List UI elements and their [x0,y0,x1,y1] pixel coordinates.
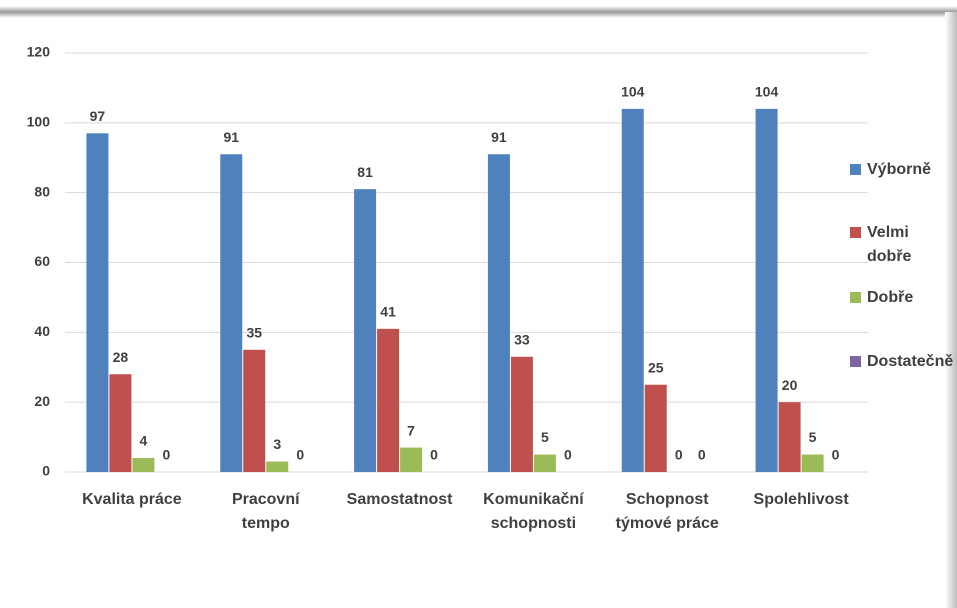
legend-swatch [850,227,861,238]
data-label: 41 [380,304,396,320]
data-label: 7 [407,422,415,438]
legend-swatch [850,356,861,367]
data-label: 0 [296,447,304,463]
frame-shadow [0,6,957,18]
y-tick-label: 120 [27,44,51,60]
bar [644,384,667,472]
data-label: 5 [541,429,549,445]
y-tick-label: 80 [34,183,50,199]
data-label: 3 [273,436,281,452]
legend-label: Výborně [867,161,932,178]
data-label: 91 [491,129,507,145]
bar [487,154,510,472]
data-label: 0 [564,447,572,463]
legend-swatch [850,164,861,175]
y-tick-label: 40 [34,323,50,339]
legend-item: Výborně [850,158,949,182]
bar [132,458,155,472]
data-label: 91 [223,129,239,145]
data-label: 104 [755,84,779,100]
y-tick-label: 20 [34,393,50,409]
bar [220,154,243,472]
data-label: 81 [357,164,373,180]
bar [354,189,377,473]
data-label: 0 [430,447,438,463]
legend-swatch [850,292,861,303]
legend-label: Dostatečně [867,353,954,370]
bar [243,349,266,472]
bar [109,374,132,472]
x-tick-label: Samostatnost [346,491,453,508]
data-label: 0 [675,447,683,463]
data-label: 33 [514,331,530,347]
bar [266,461,289,472]
data-label: 28 [113,349,129,365]
x-tick-label: Pracovní tempo [231,491,300,532]
x-tick-label: Kvalita práce [82,491,182,508]
legend-item: Velmi dobře [850,221,949,269]
legend-item: Dobře [850,286,949,310]
data-label: 35 [246,324,262,340]
bar [377,328,400,472]
data-label: 97 [90,108,106,124]
x-tick-label: Schopnost týmové práce [615,491,719,532]
bar [621,108,644,472]
y-tick-label: 100 [27,114,51,130]
y-tick-label: 0 [42,463,50,479]
data-label: 104 [621,84,645,100]
data-label: 25 [648,359,664,375]
legend-label: Dobře [867,289,914,306]
data-label: 0 [832,447,840,463]
bar [801,454,824,472]
data-label: 0 [163,447,171,463]
y-tick-label: 60 [34,253,50,269]
x-tick-label: Spolehlivost [753,491,849,508]
data-label: 0 [698,447,706,463]
legend-label: Velmi dobře [867,224,912,265]
data-label: 4 [140,433,148,449]
bar [400,447,423,472]
frame-shadow [945,12,957,608]
bar [755,108,778,472]
data-label: 5 [809,429,817,445]
x-tick-label: Komunikační schopnosti [483,491,584,532]
data-label: 20 [782,377,798,393]
bar [86,133,109,472]
bar [533,454,556,472]
bar [778,402,801,472]
bar [510,356,533,472]
legend-item: Dostatečně [850,350,954,374]
